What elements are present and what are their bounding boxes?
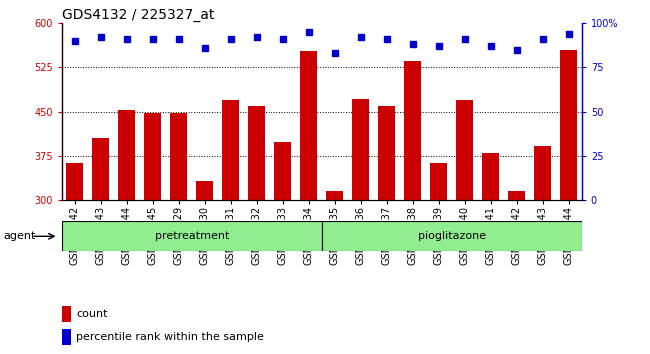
Bar: [482, 153, 499, 200]
Bar: [274, 142, 291, 200]
Bar: [430, 164, 447, 200]
Bar: [508, 190, 525, 200]
Text: GDS4132 / 225327_at: GDS4132 / 225327_at: [62, 8, 214, 22]
Bar: [404, 61, 421, 200]
Text: pioglitazone: pioglitazone: [418, 231, 486, 241]
Bar: [326, 190, 343, 200]
Bar: [118, 110, 135, 200]
Bar: [378, 105, 395, 200]
Bar: [222, 100, 239, 200]
Bar: [196, 181, 213, 200]
Text: percentile rank within the sample: percentile rank within the sample: [76, 332, 264, 342]
Bar: [62, 306, 71, 321]
Bar: [62, 221, 322, 251]
Text: agent: agent: [3, 231, 36, 241]
Bar: [92, 138, 109, 200]
Bar: [300, 51, 317, 200]
Bar: [560, 50, 577, 200]
Bar: [352, 98, 369, 200]
Text: pretreatment: pretreatment: [155, 231, 229, 241]
Bar: [66, 164, 83, 200]
Bar: [144, 113, 161, 200]
Bar: [456, 100, 473, 200]
Bar: [170, 113, 187, 200]
Bar: [62, 329, 71, 345]
Bar: [534, 146, 551, 200]
Bar: [322, 221, 582, 251]
Text: count: count: [76, 309, 108, 319]
Bar: [248, 105, 265, 200]
